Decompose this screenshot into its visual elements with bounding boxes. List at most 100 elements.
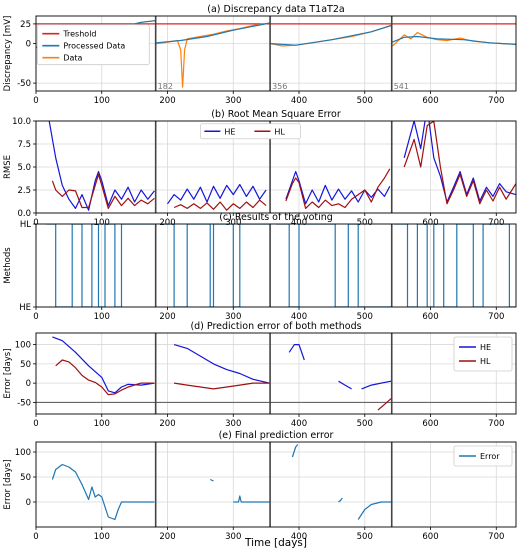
plot-area [45,224,516,307]
legend-label: Processed Data [63,42,125,51]
series-line-error [338,497,343,503]
y-tick-label: -50 [17,398,31,408]
y-axis-label: Methods [3,247,13,284]
y-tick-label: 10.0 [12,117,31,127]
y-tick-label: 50 [20,360,31,370]
x-tick-label: 700 [488,532,504,542]
series-line-he [173,344,270,384]
series-line-error [209,478,214,482]
axes-frame [35,15,517,92]
y-axis-label: Discrepancy [mV] [3,16,13,92]
y-tick-label: 0.0 [17,209,31,219]
series-line-he [48,121,155,211]
panel-title: (b) Root Mean Square Error [211,109,341,120]
x-tick-label: 500 [357,218,373,228]
x-tick-label: 100 [94,312,110,322]
y-tick-label: 0 [26,40,31,50]
series-line-processed-data [270,24,392,46]
legend-label: HE [224,127,235,136]
panel-title: (e) Final prediction error [219,430,334,441]
series-line-voting [160,224,270,307]
x-tick-label: 100 [94,419,110,429]
y-tick-label: HE [19,303,31,313]
x-tick-label: 200 [159,532,175,542]
x-axis-label: Time [days] [244,537,307,549]
segment-label: 541 [394,82,409,91]
axes-frame [35,223,517,308]
x-tick-label: 0 [33,96,38,106]
series-line-hl [173,199,267,211]
x-tick-label: 600 [422,218,438,228]
x-tick-label: 700 [488,218,504,228]
x-tick-label: 0 [33,312,38,322]
plot-area [51,444,392,521]
x-tick-label: 500 [357,419,373,429]
y-tick-label: 5.0 [17,163,31,173]
segment-label: 182 [158,82,173,91]
x-tick-label: 300 [225,218,241,228]
panel-e: 0 100 200 300 400 500 600 700 0 50 100 (e) Final pr… [3,430,517,542]
x-tick-label: 200 [159,419,175,429]
x-tick-label: 400 [291,96,307,106]
x-tick-label: 300 [225,96,241,106]
series-line-hl [377,398,392,411]
x-tick-label: 200 [159,312,175,322]
series-line-error [291,444,299,458]
x-tick-label: 400 [291,532,307,542]
series-line-processed-data [156,22,270,44]
x-tick-label: 600 [422,419,438,429]
x-tick-label: 100 [94,218,110,228]
x-tick-label: 700 [488,96,504,106]
series-line-data [156,22,270,88]
y-axis-label: Error [days] [3,459,13,509]
x-tick-label: 600 [422,532,438,542]
legend [199,123,301,140]
plot-area [48,121,516,211]
x-tick-label: 500 [357,312,373,322]
x-tick-label: 700 [488,419,504,429]
series-line-he [285,171,391,205]
x-tick-label: 400 [291,312,307,322]
series-line-hl [174,382,270,390]
panel-b: 0 100 200 300 400 500 600 700 0.0 2.5 5.0 7.5 10.0 (b… [3,109,517,228]
panel-title: (d) Prediction error of both methods [190,321,361,332]
y-tick-label: 7.5 [17,140,31,150]
y-tick-label: -50 [17,79,31,89]
panel-title: (c) Results of the voting [219,212,333,223]
y-tick-label: 25 [20,20,31,30]
series-line-he [403,121,516,203]
x-tick-label: 0 [33,419,38,429]
x-tick-label: 400 [291,419,307,429]
series-line-hl [285,168,391,209]
legend-label: Data [63,54,82,63]
y-axis-label: Error [days] [3,348,13,398]
x-tick-label: 700 [488,312,504,322]
x-tick-label: 500 [357,532,373,542]
y-tick-label: 0 [26,379,31,389]
x-tick-label: 200 [159,96,175,106]
x-tick-label: 200 [159,218,175,228]
x-tick-label: 600 [422,312,438,322]
series-line-he [52,336,155,394]
panel-c: 0 100 200 300 400 500 600 700 HE HL (c) Results of… [3,212,517,322]
y-tick-label: 0 [26,498,31,508]
x-tick-label: 0 [33,218,38,228]
series-line-data [270,24,392,47]
series-line-voting [276,224,392,307]
series-line-voting [394,224,516,307]
legend [453,445,513,467]
y-tick-label: 100 [15,341,31,351]
series-line-he [361,380,392,390]
y-axis-label: RMSE [3,155,13,179]
legend-label: Error [480,452,500,461]
segment-label: 356 [272,82,287,91]
panel-title: (a) Discrepancy data T1aT2a [207,4,344,15]
y-tick-label: 2.5 [17,186,31,196]
series-line-hl [55,359,155,396]
x-tick-label: 500 [357,96,373,106]
series-line-error [233,495,270,503]
series-line-processed-data [392,35,516,45]
series-line-voting [45,224,155,307]
